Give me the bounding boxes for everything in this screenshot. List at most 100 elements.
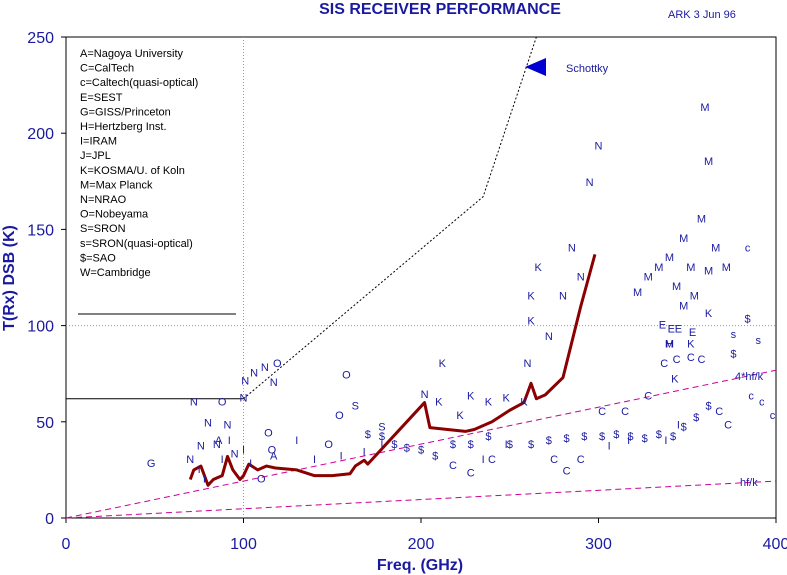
data-marker: C <box>449 460 457 472</box>
legend-entry: M=Max Planck <box>80 179 153 191</box>
data-marker: I <box>221 454 224 466</box>
data-marker: K <box>687 339 695 351</box>
data-marker: K <box>456 410 464 422</box>
data-marker: E <box>675 323 682 335</box>
data-marker: M <box>700 102 709 114</box>
data-marker: M <box>665 252 674 264</box>
data-marker: I <box>677 420 680 432</box>
x-tick-label: 300 <box>585 536 612 553</box>
legend-entry: O=Nobeyama <box>80 209 149 221</box>
data-marker: N <box>231 448 239 460</box>
data-marker: N <box>240 393 248 405</box>
data-marker: M <box>633 287 642 299</box>
data-marker: C <box>715 406 723 418</box>
data-marker: M <box>697 214 706 226</box>
data-marker: O <box>335 410 344 422</box>
four-hf-k-label: 4*hf/k <box>735 371 764 383</box>
data-marker: N <box>577 271 585 283</box>
data-marker: I <box>608 441 611 453</box>
data-marker: C <box>488 454 496 466</box>
legend-entry: J=JPL <box>80 150 111 162</box>
axes: 0 100 200 300 400 0 50 100 150 200 250 <box>27 30 787 553</box>
data-marker: C <box>563 466 571 478</box>
hf-k-label: hf/k <box>740 477 758 489</box>
data-marker: $ <box>391 439 397 451</box>
data-marker: C <box>724 420 732 432</box>
data-marker: G <box>147 458 156 470</box>
x-tick-label: 200 <box>408 536 435 553</box>
data-marker: $ <box>507 439 513 451</box>
data-marker: O <box>342 370 351 382</box>
data-marker: N <box>568 243 576 255</box>
data-marker: N <box>197 441 205 453</box>
date-stamp: ARK 3 Jun 96 <box>668 9 736 21</box>
data-marker: M <box>654 262 663 274</box>
data-marker: C <box>644 391 652 403</box>
data-marker: $ <box>404 443 410 455</box>
legend-entry: A=Nagoya University <box>80 48 184 60</box>
data-marker: $ <box>745 314 751 326</box>
data-marker: N <box>421 389 429 401</box>
x-tick-label: 100 <box>230 536 257 553</box>
data-marker: O <box>268 445 277 457</box>
grid <box>66 37 776 518</box>
data-marker: O <box>264 427 273 439</box>
data-marker: M <box>722 262 731 274</box>
data-marker: M <box>644 271 653 283</box>
legend-entry: W=Cambridge <box>80 267 151 279</box>
data-marker: A <box>215 435 223 447</box>
data-marker: $ <box>528 439 534 451</box>
data-marker: N <box>261 362 269 374</box>
data-marker: M <box>672 281 681 293</box>
data-marker: O <box>273 358 282 370</box>
schottky-annotation: Schottky <box>525 58 609 76</box>
data-marker: c <box>770 410 776 422</box>
data-marker: N <box>524 358 532 370</box>
data-marker: $ <box>468 439 474 451</box>
data-marker: $ <box>563 433 569 445</box>
data-marker: C <box>577 454 585 466</box>
data-marker: s <box>731 329 737 341</box>
y-tick-label: 100 <box>27 319 54 336</box>
data-marker: K <box>520 396 528 408</box>
data-marker: K <box>435 396 443 408</box>
data-marker: c <box>745 243 751 255</box>
data-marker: N <box>241 375 249 387</box>
data-marker: E <box>689 327 696 339</box>
hf-k-line <box>65 480 777 519</box>
data-marker: N <box>190 396 198 408</box>
schottky-line-rising <box>243 36 537 400</box>
data-marker: $ <box>418 445 424 457</box>
data-marker: I <box>249 458 252 470</box>
data-marker: C <box>673 354 681 366</box>
data-marker: K <box>467 391 475 403</box>
data-marker: C <box>660 358 668 370</box>
data-marker: N <box>559 291 567 303</box>
data-marker: $ <box>450 439 456 451</box>
data-marker: M <box>690 291 699 303</box>
data-marker: E <box>668 323 675 335</box>
data-marker: S <box>352 400 359 412</box>
data-marker: $ <box>432 450 438 462</box>
data-marker: N <box>250 368 258 380</box>
legend-entry: s=SRON(quasi-optical) <box>80 238 193 250</box>
data-marker: I <box>482 454 485 466</box>
data-marker: N <box>595 141 603 153</box>
best-performance-curve <box>188 254 597 487</box>
y-tick-label: 0 <box>45 511 54 528</box>
data-marker: K <box>527 291 535 303</box>
data-marker: N <box>186 454 194 466</box>
y-tick-label: 200 <box>27 126 54 143</box>
x-axis-label: Freq. (GHz) <box>377 557 463 574</box>
chart-title: SIS RECEIVER PERFORMANCE <box>319 1 561 18</box>
data-marker: K <box>439 358 447 370</box>
y-tick-label: 250 <box>27 30 54 47</box>
data-marker: O <box>324 439 333 451</box>
data-marker: $ <box>627 431 633 443</box>
data-marker: O <box>257 473 266 485</box>
data-marker: K <box>527 316 535 328</box>
four-hf-k-line <box>65 369 777 519</box>
data-marker: I <box>363 446 366 458</box>
data-marker: $ <box>546 435 552 447</box>
